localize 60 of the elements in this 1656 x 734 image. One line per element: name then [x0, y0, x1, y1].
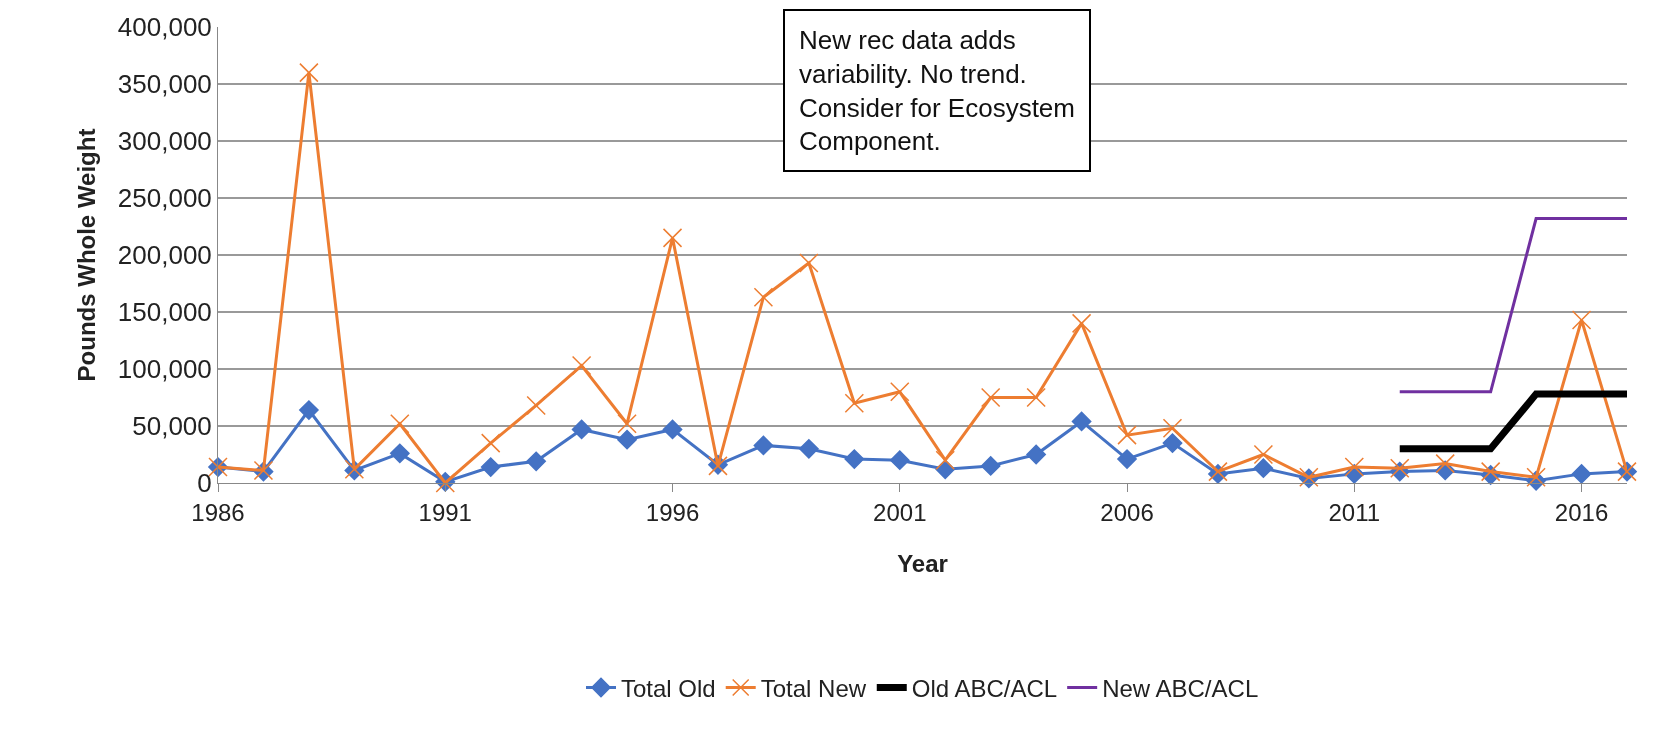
- point: [389, 443, 410, 464]
- x-tick-label: 1996: [645, 498, 700, 526]
- point: [1026, 444, 1046, 465]
- point: [1344, 457, 1365, 477]
- point: [1162, 433, 1183, 453]
- point: [480, 433, 501, 453]
- legend-label: New ABC/ACL: [1102, 674, 1259, 702]
- point: [890, 382, 910, 402]
- y-tick-label: 350,000: [117, 69, 212, 100]
- point: [480, 457, 501, 477]
- point: [662, 419, 683, 440]
- x-tick-label: 2016: [1554, 498, 1609, 526]
- point: [799, 438, 819, 459]
- point: [1026, 387, 1046, 408]
- y-axis-title: Pounds Whole Weight: [72, 128, 100, 382]
- x-tick-label: 2011: [1328, 498, 1381, 526]
- point: [617, 429, 637, 450]
- y-tick-label: 400,000: [117, 12, 212, 43]
- y-tick-label: 200,000: [117, 240, 212, 271]
- point: [1253, 458, 1274, 479]
- legend-label: Old ABC/ACL: [911, 674, 1058, 702]
- point: [1571, 464, 1592, 484]
- point: [1435, 453, 1455, 474]
- x-tick-label: 2006: [1100, 498, 1154, 526]
- point: [1253, 444, 1274, 465]
- point: [799, 253, 819, 273]
- y-tick-label: 50,000: [132, 411, 212, 442]
- point: [1117, 425, 1137, 445]
- point: [617, 413, 637, 434]
- x-tick-label: 2001: [873, 498, 927, 526]
- point: [662, 228, 683, 248]
- point: [299, 62, 319, 83]
- point: [980, 387, 1001, 408]
- point: [935, 450, 955, 470]
- x-tick-label: 1986: [191, 498, 245, 526]
- point: [844, 393, 865, 413]
- point: [1071, 411, 1092, 432]
- point: [889, 450, 910, 471]
- annotation: New rec data adds variability. No trend. Consider for Ecosystem Component.: [799, 25, 1075, 157]
- point: [980, 456, 1001, 476]
- y-tick-label: 150,000: [117, 297, 212, 328]
- point: [1162, 418, 1183, 439]
- point: [1117, 449, 1137, 469]
- point: [753, 435, 774, 456]
- point: [844, 449, 865, 469]
- point: [1071, 313, 1092, 334]
- point: [571, 419, 592, 440]
- legend-label: Total New: [760, 674, 867, 702]
- point: [299, 400, 319, 420]
- legend-label: Total Old: [621, 674, 716, 702]
- x-axis-title: Year: [897, 550, 948, 578]
- point: [1571, 310, 1592, 330]
- point: [753, 287, 774, 307]
- y-tick-label: 0: [197, 468, 212, 499]
- x-tick-label: 1991: [418, 498, 472, 526]
- y-tick-label: 250,000: [117, 183, 212, 214]
- point: [526, 395, 546, 416]
- point: [526, 451, 547, 472]
- y-tick-label: 100,000: [117, 354, 212, 385]
- y-tick-label: 300,000: [117, 126, 212, 157]
